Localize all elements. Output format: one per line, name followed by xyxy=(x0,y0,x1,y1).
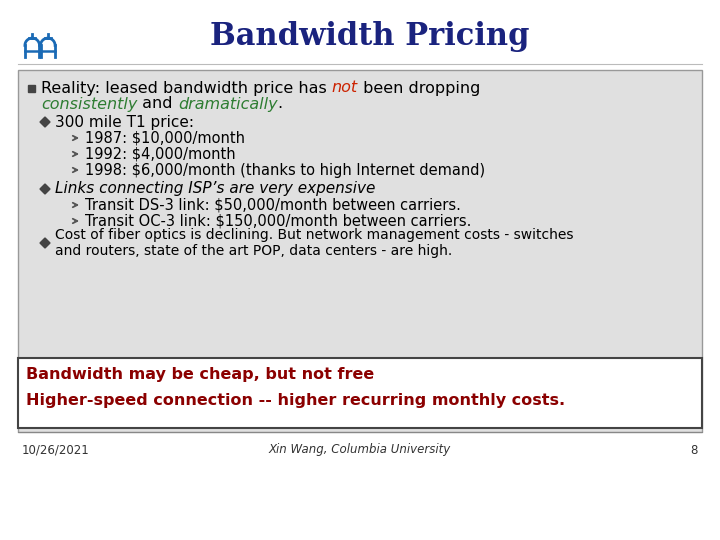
Text: Links connecting ISP’s are very expensive: Links connecting ISP’s are very expensiv… xyxy=(55,181,375,197)
Text: Xin Wang, Columbia University: Xin Wang, Columbia University xyxy=(269,443,451,456)
Text: 8: 8 xyxy=(690,443,698,456)
Text: not: not xyxy=(332,80,358,96)
FancyBboxPatch shape xyxy=(18,358,702,428)
Text: consistently: consistently xyxy=(41,97,138,111)
Bar xyxy=(28,84,35,91)
Text: Transit DS-3 link: $50,000/month between carriers.: Transit DS-3 link: $50,000/month between… xyxy=(85,198,461,213)
Text: 300 mile T1 price:: 300 mile T1 price: xyxy=(55,114,194,130)
Text: Bandwidth may be cheap, but not free: Bandwidth may be cheap, but not free xyxy=(26,368,374,382)
Polygon shape xyxy=(40,184,50,194)
Text: 1987: $10,000/month: 1987: $10,000/month xyxy=(85,131,245,145)
Text: dramatically: dramatically xyxy=(178,97,278,111)
Text: Higher-speed connection -- higher recurring monthly costs.: Higher-speed connection -- higher recurr… xyxy=(26,393,565,408)
FancyBboxPatch shape xyxy=(18,70,702,432)
Text: 1998: $6,000/month (thanks to high Internet demand): 1998: $6,000/month (thanks to high Inter… xyxy=(85,163,485,178)
Text: Cost of fiber optics is declining. But network management costs - switches: Cost of fiber optics is declining. But n… xyxy=(55,228,574,242)
Polygon shape xyxy=(40,238,50,248)
Text: Transit OC-3 link: $150,000/month between carriers.: Transit OC-3 link: $150,000/month betwee… xyxy=(85,213,472,228)
Text: Reality: leased bandwidth price has: Reality: leased bandwidth price has xyxy=(41,80,332,96)
Text: and routers, state of the art POP, data centers - are high.: and routers, state of the art POP, data … xyxy=(55,244,452,258)
Polygon shape xyxy=(40,117,50,127)
Text: 1992: $4,000/month: 1992: $4,000/month xyxy=(85,146,235,161)
Text: .: . xyxy=(278,97,283,111)
Text: Bandwidth Pricing: Bandwidth Pricing xyxy=(210,22,530,52)
Text: and: and xyxy=(138,97,178,111)
Text: been dropping: been dropping xyxy=(358,80,480,96)
Text: 10/26/2021: 10/26/2021 xyxy=(22,443,90,456)
